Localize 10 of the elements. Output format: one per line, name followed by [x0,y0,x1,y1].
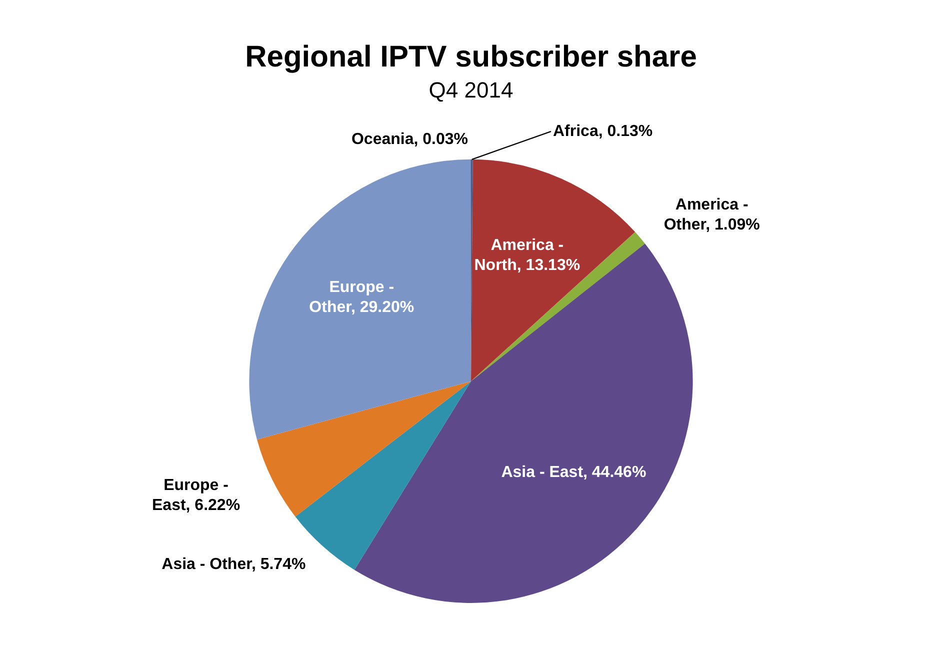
slice-label: Africa, 0.13% [553,122,653,140]
chart-subtitle: Q4 2014 [428,77,514,102]
slice-label: Oceania, 0.03% [351,130,468,148]
slice-label: Europe - Other, 29.20% [309,279,414,316]
slice-label: Asia - East, 44.46% [501,464,646,482]
chart-title: Regional IPTV subscriber share [245,40,697,74]
slice-label: Europe - East, 6.22% [152,476,240,514]
slice-label: America - Other, 1.09% [664,196,760,234]
slice-label: Asia - Other, 5.74% [162,556,306,573]
slice-label: America - North, 13.13% [474,237,580,274]
